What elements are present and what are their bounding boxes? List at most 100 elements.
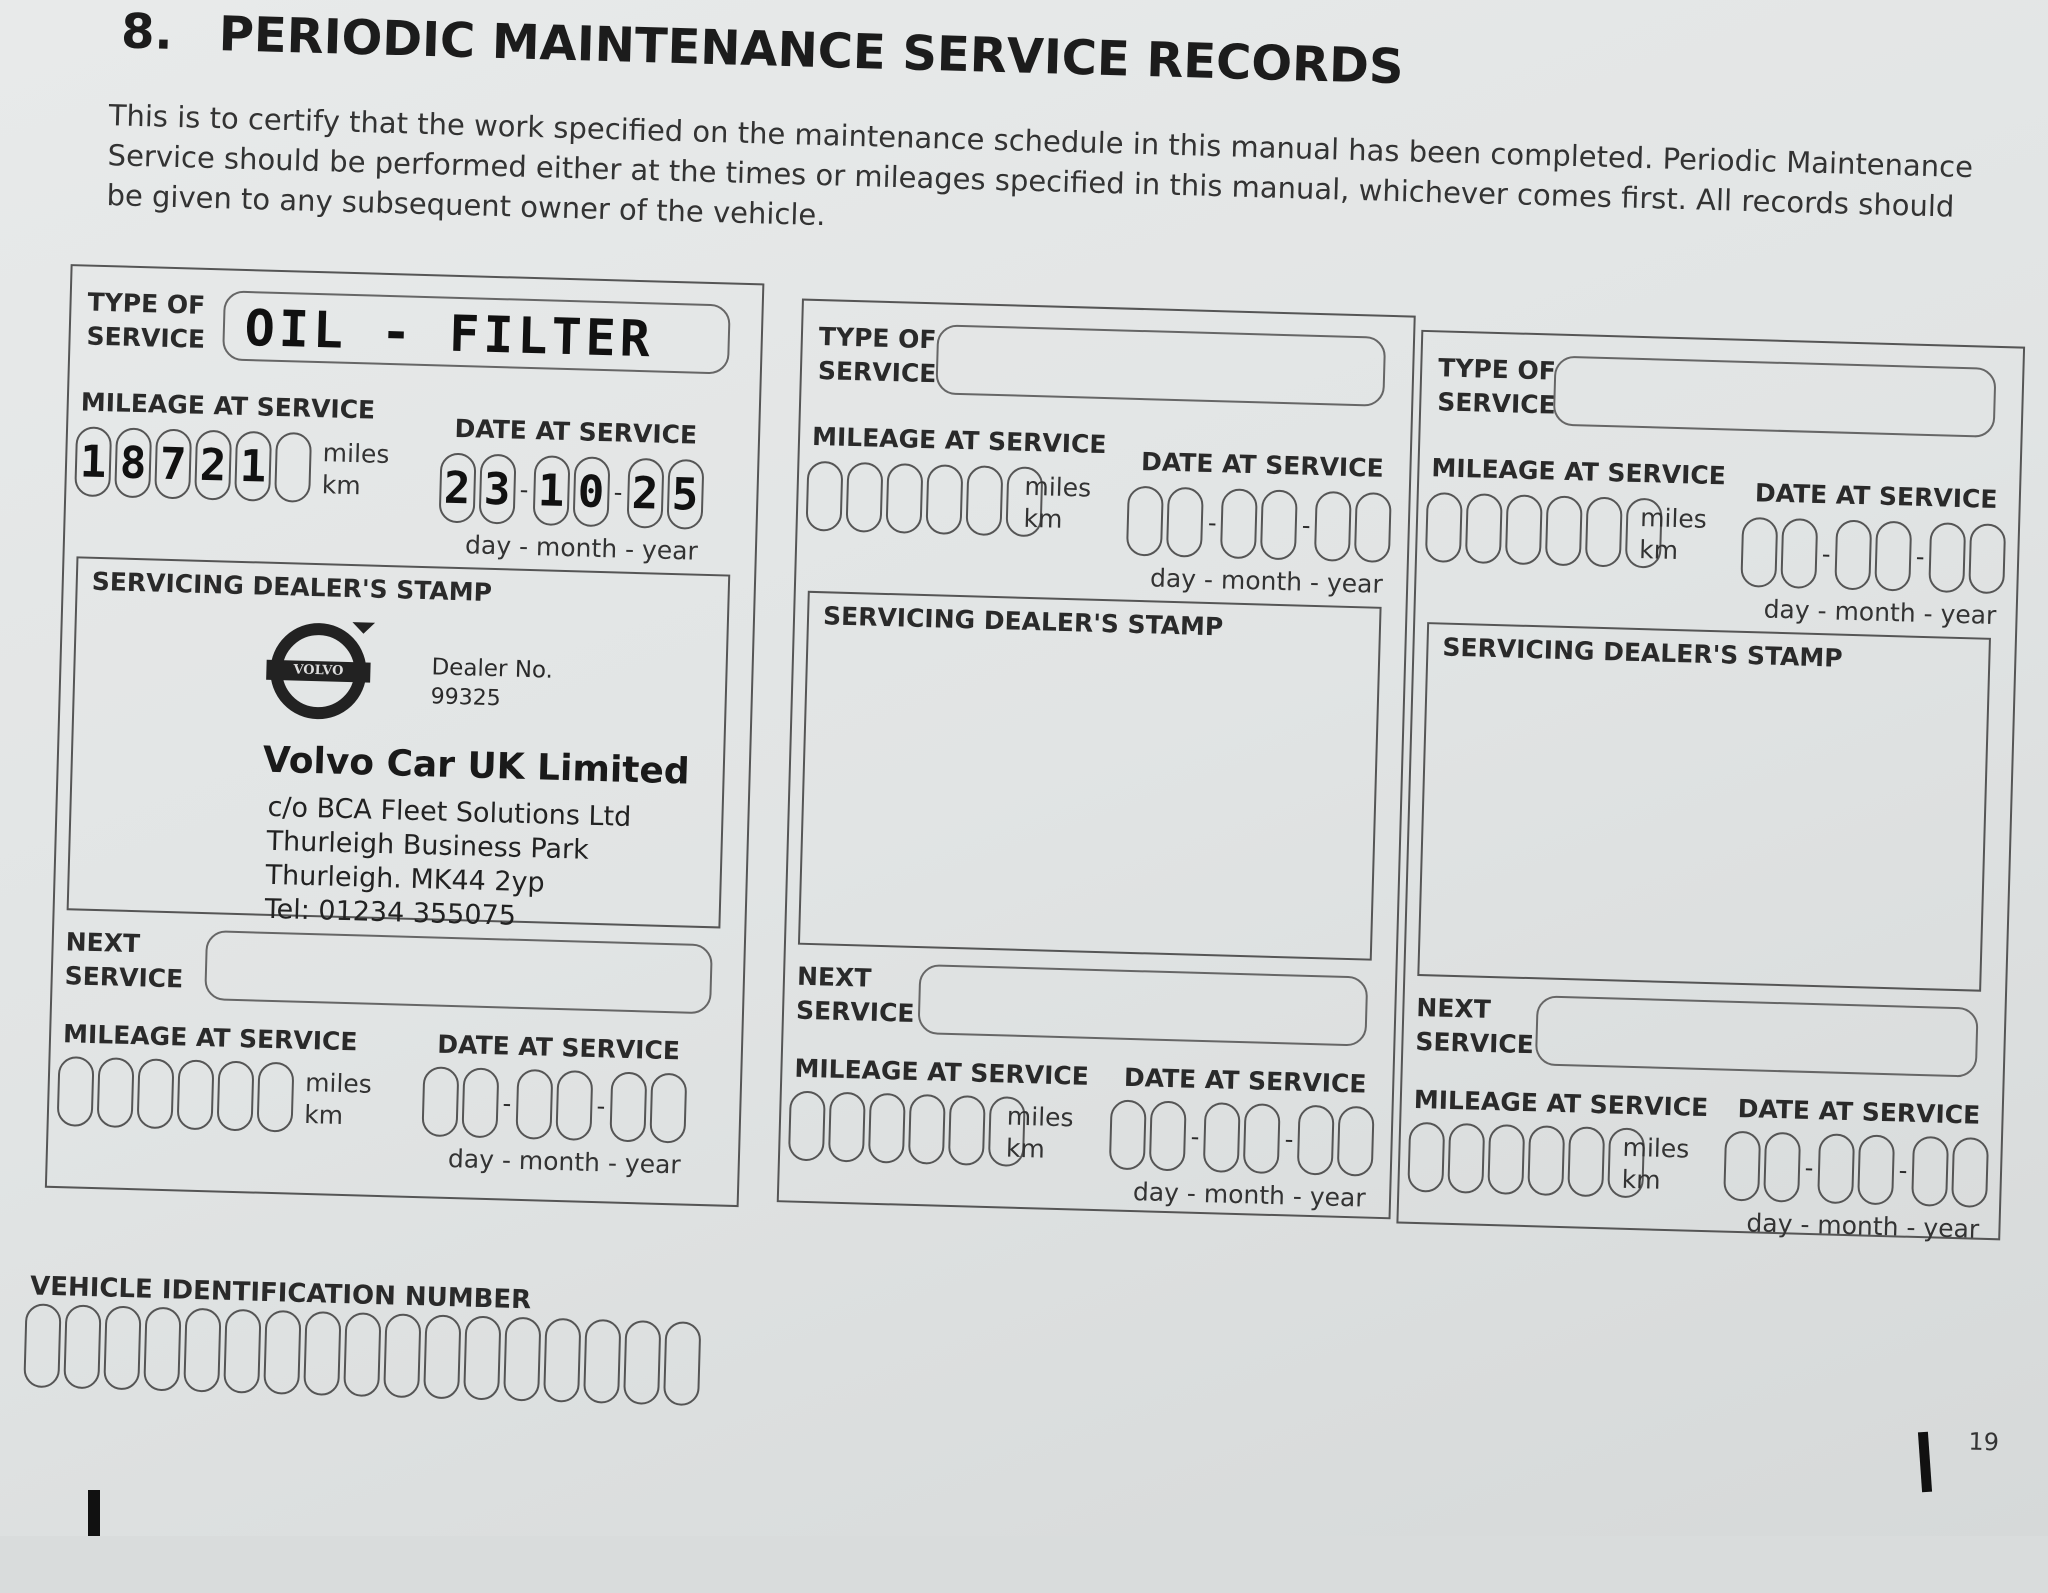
type-of-service-field[interactable]: OIL - FILTER — [221, 290, 732, 375]
type-of-service-field[interactable] — [935, 324, 1387, 407]
digit-box[interactable] — [1968, 523, 2007, 595]
next-date-boxes[interactable]: -- — [1723, 1130, 1993, 1208]
digit-box[interactable]: 0 — [572, 456, 611, 528]
digit-box[interactable]: 7 — [154, 428, 193, 500]
digit-box[interactable] — [1567, 1126, 1606, 1198]
digit-box[interactable] — [1817, 1133, 1856, 1205]
digit-box[interactable]: 5 — [666, 458, 705, 530]
digit-box[interactable] — [867, 1092, 906, 1164]
digit-box[interactable]: 1 — [532, 455, 571, 527]
digit-box[interactable] — [1109, 1099, 1148, 1171]
digit-box[interactable] — [176, 1059, 215, 1131]
digit-box[interactable] — [1928, 522, 1967, 594]
digit-box[interactable] — [648, 1072, 687, 1144]
digit-box[interactable] — [1544, 495, 1583, 567]
digit-box[interactable] — [965, 465, 1004, 537]
digit-box[interactable] — [1911, 1135, 1950, 1207]
digit-box[interactable]: 8 — [114, 427, 153, 499]
digit-box[interactable] — [1951, 1136, 1990, 1208]
vin-digit-box[interactable] — [663, 1321, 702, 1407]
digit-box[interactable] — [947, 1094, 986, 1166]
next-date-boxes[interactable]: -- — [1109, 1099, 1379, 1177]
digit-box[interactable] — [925, 464, 964, 536]
vin-digit-box[interactable] — [463, 1315, 502, 1401]
digit-box[interactable] — [1834, 519, 1873, 591]
date-boxes[interactable]: -- — [1740, 516, 2010, 595]
digit-box[interactable] — [1740, 516, 1779, 588]
vin-digit-box[interactable] — [183, 1307, 222, 1393]
type-of-service-field[interactable] — [1552, 355, 1997, 438]
next-service-field[interactable] — [203, 930, 714, 1015]
next-mileage-boxes[interactable] — [787, 1090, 1030, 1168]
digit-box[interactable] — [136, 1058, 175, 1130]
digit-box[interactable] — [1487, 1124, 1526, 1195]
digit-box[interactable] — [1763, 1131, 1802, 1203]
digit-box[interactable] — [1723, 1130, 1762, 1202]
digit-box[interactable] — [1527, 1125, 1566, 1197]
vin-digit-box[interactable] — [543, 1317, 582, 1403]
vin-boxes[interactable] — [23, 1303, 705, 1407]
digit-box[interactable] — [256, 1061, 295, 1133]
digit-box[interactable] — [907, 1093, 946, 1165]
digit-box[interactable] — [885, 462, 924, 534]
vin-digit-box[interactable] — [623, 1319, 662, 1405]
digit-box[interactable] — [827, 1091, 866, 1163]
digit-box[interactable]: 2 — [194, 429, 233, 501]
digit-box[interactable] — [1780, 517, 1819, 589]
digit-box[interactable] — [1297, 1104, 1336, 1176]
vin-digit-box[interactable] — [583, 1318, 622, 1404]
digit-box[interactable] — [1166, 486, 1205, 558]
digit-box[interactable] — [1337, 1105, 1376, 1177]
digit-box[interactable] — [1314, 490, 1353, 562]
digit-box[interactable] — [1424, 492, 1463, 564]
digit-box[interactable]: 3 — [478, 453, 517, 525]
digit-box[interactable] — [845, 461, 884, 533]
digit-box[interactable] — [1126, 485, 1165, 557]
digit-box[interactable] — [1407, 1121, 1446, 1193]
vin-digit-box[interactable] — [223, 1308, 262, 1394]
digit-box[interactable] — [787, 1090, 826, 1162]
digit-box[interactable] — [1243, 1103, 1282, 1175]
digit-box[interactable]: 2 — [438, 452, 477, 524]
vin-digit-box[interactable] — [303, 1311, 342, 1397]
vin-digit-box[interactable] — [503, 1316, 542, 1402]
digit-box[interactable] — [274, 431, 313, 503]
digit-box[interactable] — [1874, 520, 1913, 592]
digit-box[interactable] — [216, 1060, 255, 1132]
digit-box[interactable] — [421, 1066, 459, 1138]
digit-box[interactable]: 1 — [74, 426, 113, 498]
mileage-boxes[interactable] — [1424, 492, 1667, 569]
vin-digit-box[interactable] — [23, 1303, 62, 1389]
digit-box[interactable] — [554, 1069, 593, 1141]
digit-box[interactable] — [1447, 1122, 1486, 1194]
digit-box[interactable] — [1220, 488, 1259, 560]
next-date-boxes[interactable]: -- — [421, 1066, 691, 1144]
date-boxes[interactable]: -- — [1126, 485, 1396, 564]
digit-box[interactable]: 2 — [626, 457, 665, 529]
next-service-field[interactable] — [917, 964, 1369, 1047]
vin-digit-box[interactable] — [143, 1306, 182, 1392]
digit-box[interactable] — [608, 1071, 647, 1143]
digit-box[interactable] — [1857, 1134, 1896, 1206]
mileage-boxes[interactable] — [805, 460, 1047, 538]
digit-box[interactable] — [1354, 492, 1393, 564]
digit-box[interactable] — [1149, 1100, 1188, 1172]
digit-box[interactable] — [1260, 489, 1299, 561]
next-mileage-boxes[interactable] — [56, 1056, 299, 1133]
vin-digit-box[interactable] — [63, 1304, 102, 1390]
digit-box[interactable] — [514, 1068, 553, 1140]
vin-digit-box[interactable] — [343, 1312, 382, 1398]
digit-box[interactable] — [461, 1067, 499, 1139]
next-mileage-boxes[interactable] — [1407, 1121, 1649, 1199]
next-service-field[interactable] — [1534, 995, 1979, 1078]
digit-box[interactable] — [805, 460, 844, 532]
digit-box[interactable] — [1203, 1102, 1242, 1174]
digit-box[interactable] — [1464, 493, 1503, 565]
digit-box[interactable] — [1504, 494, 1543, 566]
vin-digit-box[interactable] — [383, 1313, 422, 1399]
digit-box[interactable]: 1 — [234, 430, 273, 502]
vin-digit-box[interactable] — [263, 1309, 302, 1395]
vin-digit-box[interactable] — [103, 1305, 142, 1391]
